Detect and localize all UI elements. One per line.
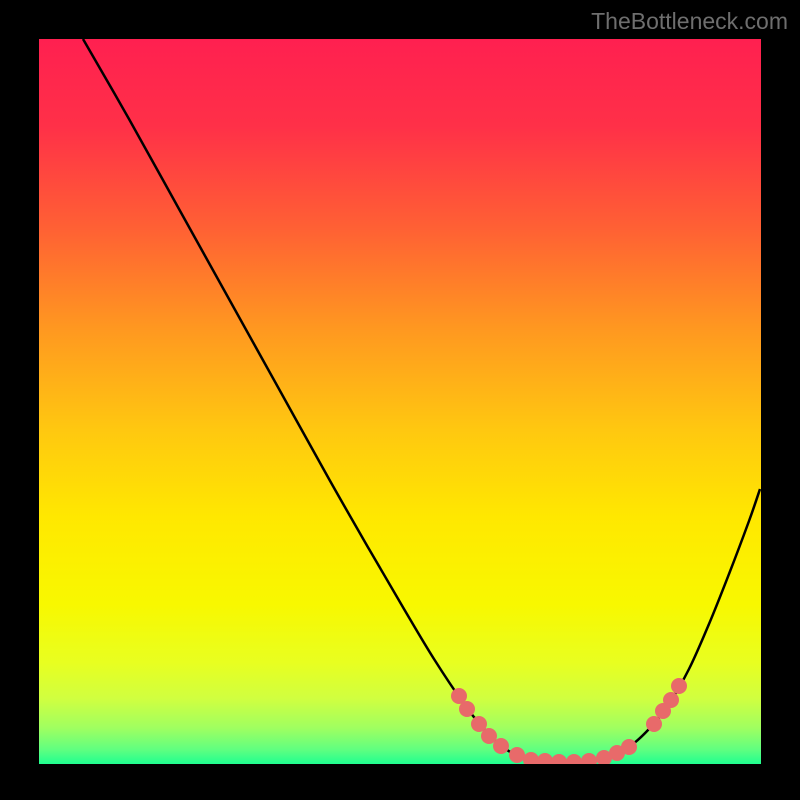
optimal-marker-dot [509,747,525,763]
optimal-marker-dot [621,739,637,755]
bottleneck-curve [83,39,760,762]
optimal-zone-markers [451,678,687,764]
optimal-marker-dot [566,754,582,764]
attribution-text: TheBottleneck.com [591,8,788,35]
optimal-marker-dot [671,678,687,694]
optimal-marker-dot [581,753,597,764]
optimal-marker-dot [646,716,662,732]
optimal-marker-dot [551,754,567,764]
plot-area [39,39,761,764]
optimal-marker-dot [537,753,553,764]
optimal-marker-dot [523,752,539,764]
optimal-marker-dot [663,692,679,708]
optimal-marker-dot [493,738,509,754]
optimal-marker-dot [459,701,475,717]
bottleneck-curve-chart [39,39,761,764]
